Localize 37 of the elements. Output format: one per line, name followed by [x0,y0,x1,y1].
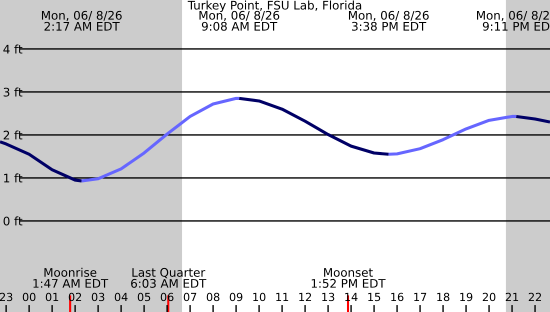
x-tick-label: 01 [46,292,58,302]
x-tick-label: 17 [414,292,426,301]
annotation: Mon, 06/ 8/26 2:17 AM EDT [42,10,122,31]
x-tick-label: 14 [345,292,358,301]
x-tick-label: 06 [160,292,174,302]
x-tick-label: 15 [368,292,380,302]
x-tick-label: 13 [322,292,334,302]
annotation: Mon, 06/ 8/26 3:38 PM EDT [348,10,429,31]
x-tick-label: 19 [460,292,472,302]
y-tick-label: 1 ft [4,173,22,182]
ref-line-label: Last Quarter 6:03 AM EDT [131,268,206,288]
x-tick-label: 00 [22,292,36,302]
x-tick-label: 20 [482,292,496,302]
x-tick-label: 11 [276,292,288,301]
ref-line-label: Moonset 1:52 PM EDT [312,268,386,288]
ref-line-label: Moonrise 1:47 AM EDT [33,268,108,288]
x-tick-label: 16 [391,292,404,302]
x-tick-label: 08 [206,292,220,302]
chart-title: Turkey Point, FSU Lab, Florida [188,0,362,12]
x-tick-label: 18 [437,292,450,302]
x-tick-label: 22 [528,292,542,301]
x-tick-label: 05 [138,292,150,302]
y-tick-label: 3 ft [4,87,22,97]
x-tick-label: 21 [506,292,518,301]
x-tick-label: 02 [68,292,82,302]
x-tick-label: 03 [92,292,104,302]
x-tick-label: 12 [299,292,312,301]
x-tick-label: 23 [0,292,12,302]
x-tick-label: 04 [114,292,128,302]
y-tick-label: 4 ft [3,44,22,54]
x-tick-label: 07 [184,292,196,302]
x-tick-label: 09 [230,292,242,302]
x-tick-label: 10 [253,292,266,302]
annotation: Mon, 06/ 8/2 9:11 PM ED [477,10,550,31]
y-tick-label: 2 ft [4,130,22,140]
annotation: Mon, 06/ 8/26 9:08 AM EDT [199,10,280,31]
y-tick-label: 0 ft [4,216,22,226]
